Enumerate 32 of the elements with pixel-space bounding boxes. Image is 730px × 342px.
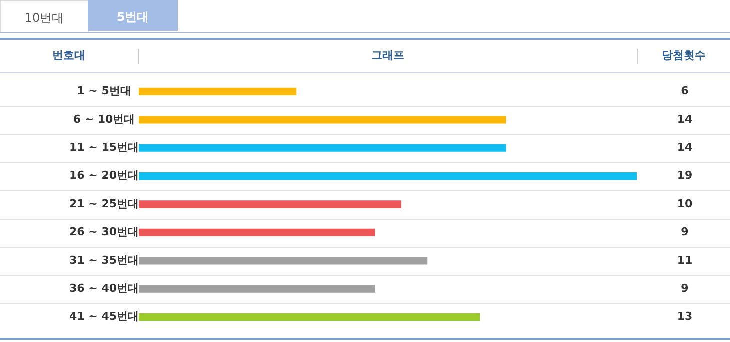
text: 10번대 [0, 0, 89, 32]
x-axis-title: 그래프 [370, 48, 406, 64]
bar [139, 313, 480, 322]
bar [139, 116, 506, 124]
data-label: 6 [681, 84, 690, 98]
y-tick-label: 36 ~ 40번대 [70, 282, 140, 295]
y-tick-label: 1 ~ 5번대 [77, 84, 132, 98]
y-tick-label: 21 ~ 25번대 [70, 197, 140, 210]
y-tick-label: 41 ~ 45번대 [70, 310, 140, 324]
y-tick-label: 31 ~ 35번대 [70, 254, 140, 267]
y-tick-label: 16 ~ 20번대 [70, 169, 140, 182]
bar [139, 88, 297, 96]
y-axis-title: 번호대 [52, 48, 86, 64]
bar [139, 285, 376, 293]
data-label: 19 [677, 169, 693, 182]
bar [139, 144, 506, 152]
bar [139, 257, 428, 265]
bar [139, 172, 637, 180]
bar [139, 228, 376, 237]
data-label: 10 [677, 197, 693, 210]
data-label: 14 [677, 140, 693, 154]
y2-axis-title: 당첨횟수 [661, 48, 707, 64]
data-label: 14 [677, 112, 693, 126]
y-tick-label: 26 ~ 30번대 [70, 226, 140, 239]
text: 5번대 [88, 0, 178, 31]
data-label: 11 [677, 254, 693, 267]
data-label: 9 [681, 226, 689, 239]
y-tick-label: 6 ~ 10번대 [73, 112, 136, 126]
data-label: 13 [677, 310, 693, 324]
bar [139, 200, 402, 208]
y-tick-label: 11 ~ 15번대 [70, 140, 140, 154]
data-label: 9 [681, 282, 689, 295]
